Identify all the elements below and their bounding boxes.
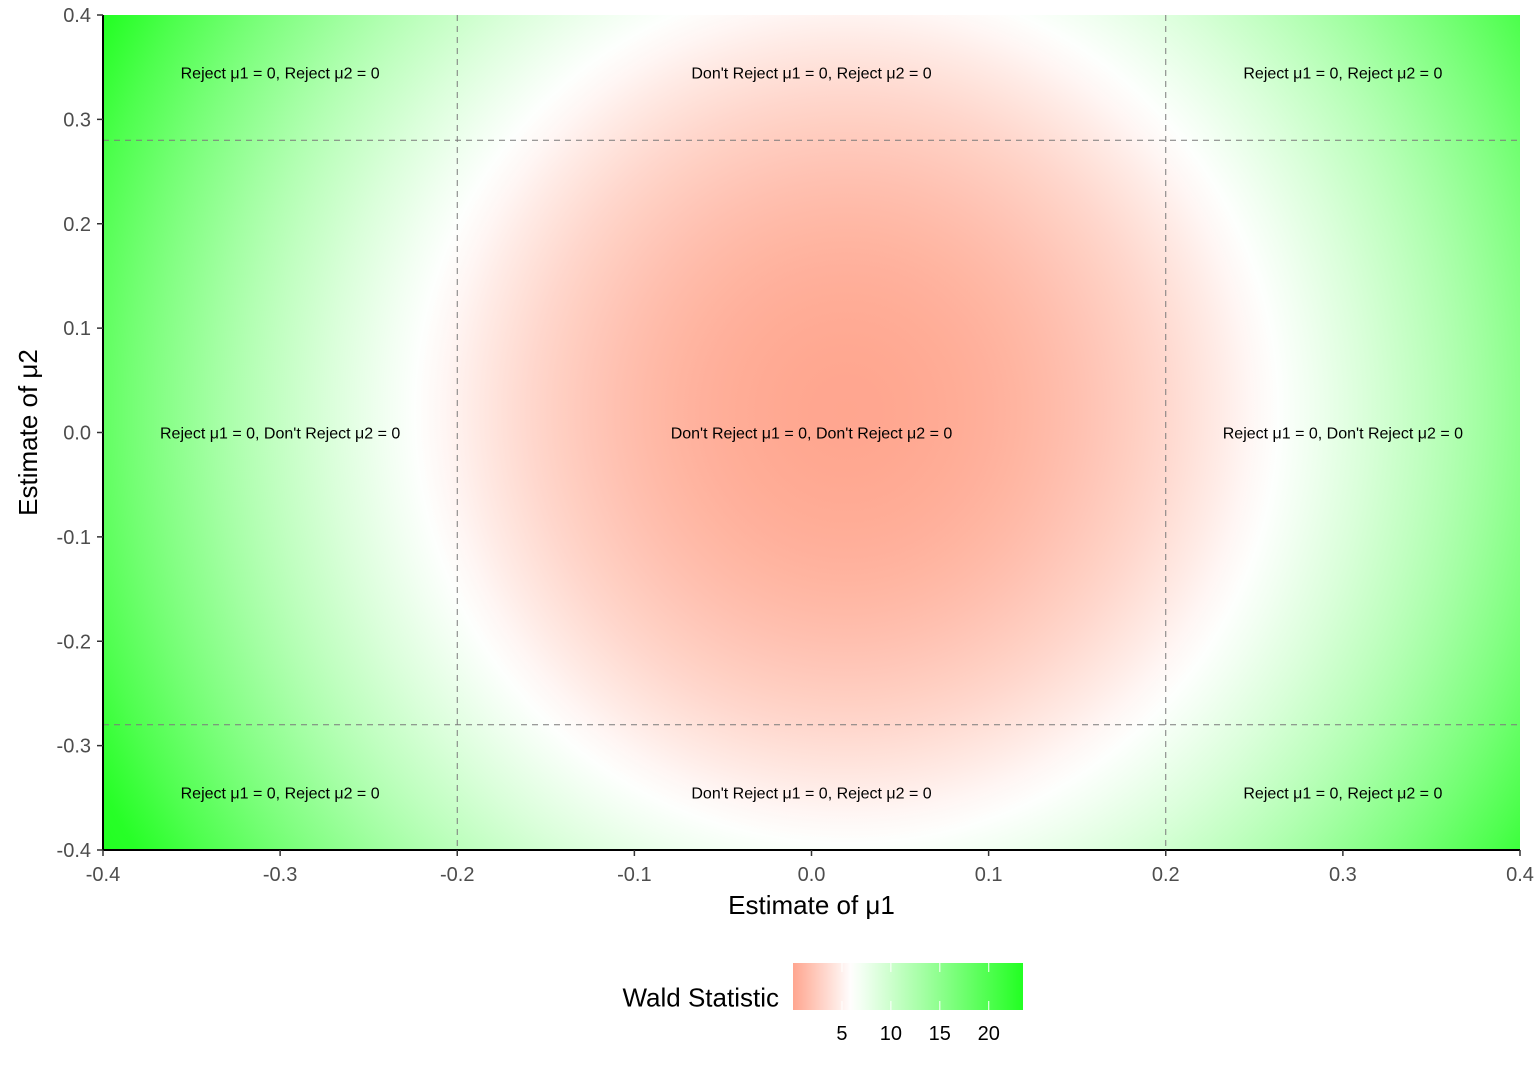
y-tick-label: 0.2 [63,214,91,236]
region-label: Don't Reject μ1 = 0, Reject μ2 = 0 [691,65,931,82]
x-tick-label: -0.4 [86,864,120,886]
x-tick-label: 0.2 [1152,864,1180,886]
x-axis-ticks: -0.4 -0.3 -0.2 -0.1 0.0 0.1 0.2 0.3 0.4 [86,850,1534,886]
y-tick-label: 0.1 [63,318,91,340]
y-tick-label: 0.3 [63,109,91,131]
region-label: Don't Reject μ1 = 0, Don't Reject μ2 = 0 [671,426,953,443]
x-tick-label: 0.4 [1506,864,1534,886]
legend-tick-label: 10 [880,1023,902,1045]
y-tick-label: 0.4 [63,5,91,27]
region-label: Don't Reject μ1 = 0, Reject μ2 = 0 [691,786,931,803]
y-tick-label: -0.3 [57,736,91,758]
legend-tick-label: 15 [929,1023,951,1045]
region-labels: Reject μ1 = 0, Reject μ2 = 0 Don't Reject… [160,65,1463,802]
legend-title: Wald Statistic [622,983,779,1013]
x-axis-title: Estimate of μ1 [728,890,895,920]
y-tick-label: -0.2 [57,631,91,653]
legend-ticks: 5 10 15 20 [836,963,1000,1045]
legend-tick-label: 20 [978,1023,1000,1045]
x-tick-label: 0.3 [1329,864,1357,886]
critical-lines [103,15,1520,850]
y-tick-label: -0.1 [57,527,91,549]
region-label: Reject μ1 = 0, Reject μ2 = 0 [181,786,380,803]
heatmap-field [103,15,1520,850]
y-tick-label: 0.0 [63,423,91,445]
color-legend: Wald Statistic 5 10 15 20 [622,963,1023,1045]
x-tick-label: -0.1 [617,864,651,886]
y-axis-ticks: -0.4 -0.3 -0.2 -0.1 0.0 0.1 0.2 0.3 0.4 [57,5,103,862]
legend-colorbar [793,963,1023,1010]
x-tick-label: -0.2 [440,864,474,886]
region-label: Reject μ1 = 0, Reject μ2 = 0 [1243,786,1442,803]
y-tick-label: -0.4 [57,840,91,862]
axes: -0.4 -0.3 -0.2 -0.1 0.0 0.1 0.2 0.3 0.4 -0.4 -0.3… [13,5,1534,920]
x-tick-label: 0.0 [798,864,826,886]
region-label: Reject μ1 = 0, Reject μ2 = 0 [181,65,380,82]
region-label: Reject μ1 = 0, Don't Reject μ2 = 0 [1223,426,1463,443]
x-tick-label: -0.3 [263,864,297,886]
x-tick-label: 0.1 [975,864,1003,886]
region-label: Reject μ1 = 0, Don't Reject μ2 = 0 [160,426,400,443]
legend-tick-label: 5 [836,1023,847,1045]
region-label: Reject μ1 = 0, Reject μ2 = 0 [1243,65,1442,82]
y-axis-title: Estimate of μ2 [13,349,43,516]
